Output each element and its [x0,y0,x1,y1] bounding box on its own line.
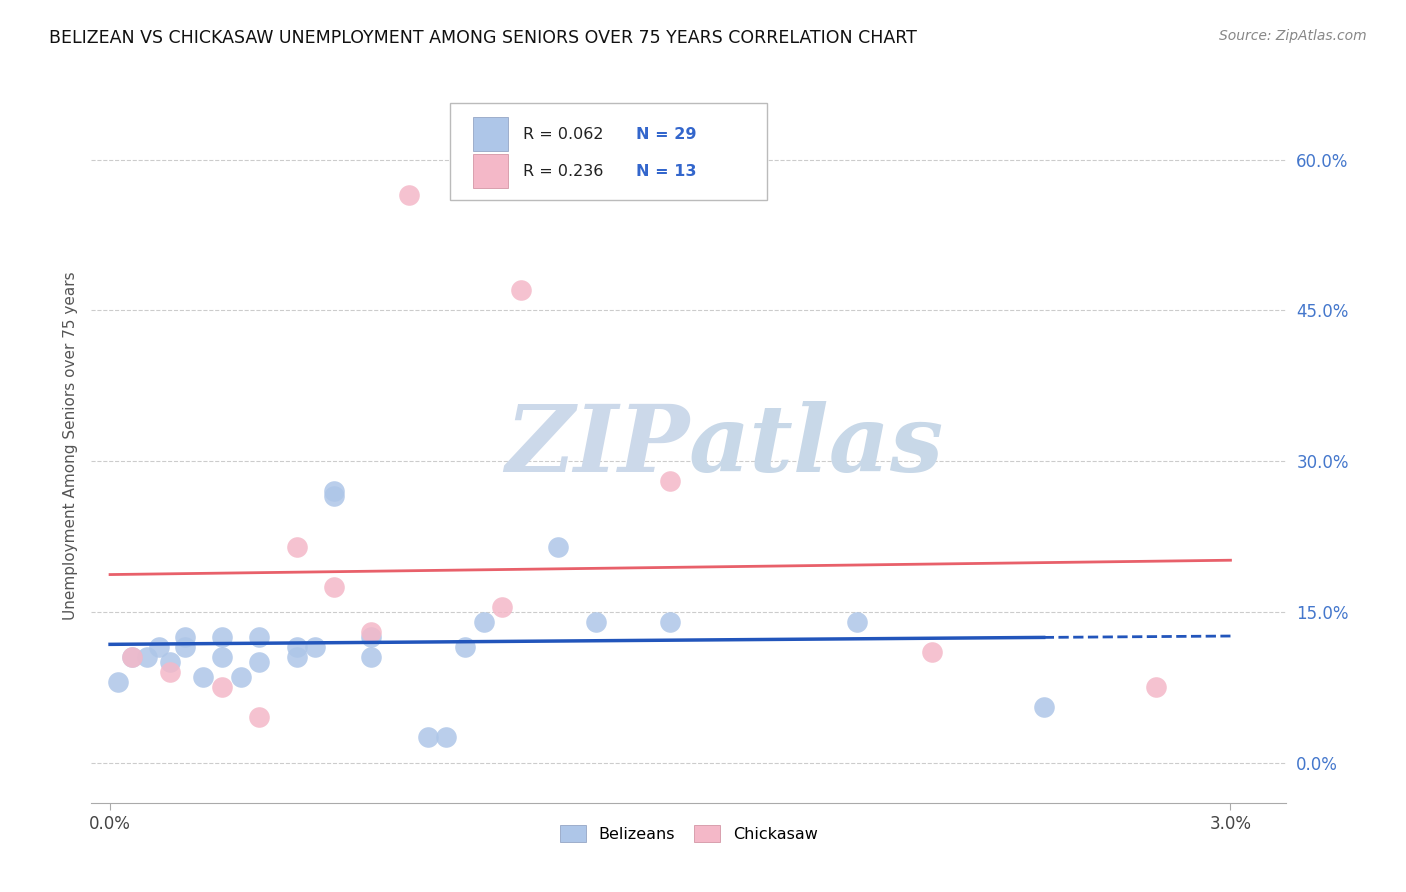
Point [547,540,569,554]
Text: N = 29: N = 29 [637,127,697,142]
Point [249,710,271,724]
Point [249,655,271,669]
Point [360,650,382,665]
Point [491,599,513,614]
Bar [472,117,509,152]
Point [211,630,233,644]
Point [509,283,531,297]
Point [416,731,439,745]
Point [304,640,326,654]
FancyBboxPatch shape [450,103,766,200]
Point [360,630,382,644]
Point [173,630,195,644]
Point [211,650,233,665]
Point [193,670,215,684]
Point [107,675,129,690]
Point [173,640,195,654]
Text: R = 0.236: R = 0.236 [523,164,603,178]
Legend: Belizeans, Chickasaw: Belizeans, Chickasaw [554,819,824,848]
Text: atlas: atlas [689,401,945,491]
Y-axis label: Unemployment Among Seniors over 75 years: Unemployment Among Seniors over 75 years [62,272,77,620]
Text: ZIP: ZIP [505,401,689,491]
Point [454,640,477,654]
Text: BELIZEAN VS CHICKASAW UNEMPLOYMENT AMONG SENIORS OVER 75 YEARS CORRELATION CHART: BELIZEAN VS CHICKASAW UNEMPLOYMENT AMONG… [49,29,917,46]
Point [148,640,170,654]
Point [659,615,682,629]
Point [285,640,308,654]
Point [1032,700,1054,714]
Text: R = 0.062: R = 0.062 [523,127,603,142]
Point [121,650,143,665]
Point [846,615,869,629]
Point [211,680,233,694]
Point [434,731,457,745]
Point [323,489,346,503]
Text: N = 13: N = 13 [637,164,697,178]
Point [136,650,159,665]
Point [323,484,346,499]
Point [285,540,308,554]
Point [472,615,495,629]
Text: Source: ZipAtlas.com: Source: ZipAtlas.com [1219,29,1367,43]
Point [360,624,382,639]
Point [285,650,308,665]
Point [398,187,420,202]
Point [229,670,252,684]
Point [1144,680,1167,694]
Point [323,580,346,594]
Point [159,655,181,669]
Point [159,665,181,680]
Point [121,650,143,665]
Point [659,474,682,488]
Point [921,645,943,659]
Point [585,615,607,629]
Point [249,630,271,644]
Bar [472,154,509,188]
